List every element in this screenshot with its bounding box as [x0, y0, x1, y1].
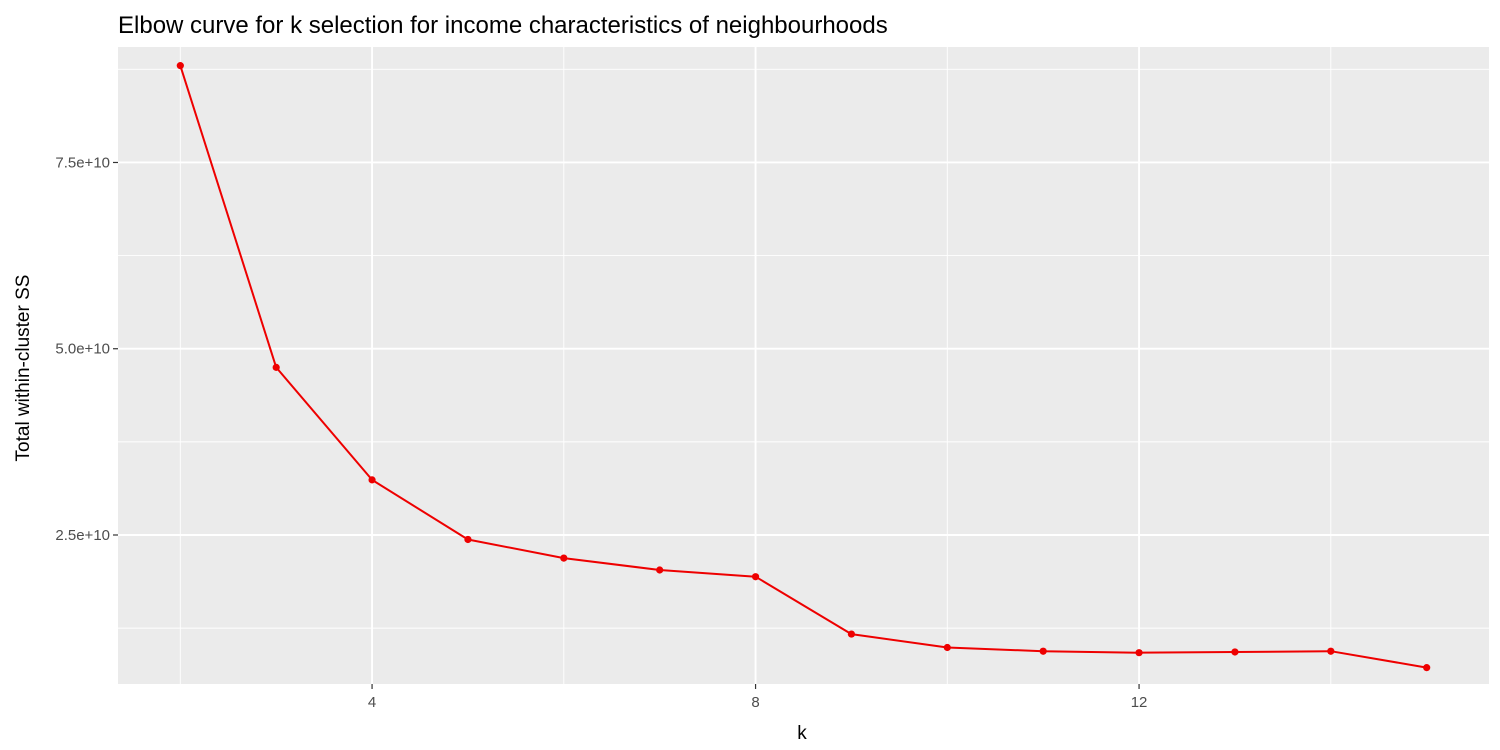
- data-point: [751, 573, 760, 581]
- y-axis-title: Total within-cluster SS: [13, 275, 34, 462]
- data-point: [1039, 647, 1047, 655]
- chart-title: Elbow curve for k selection for income c…: [118, 12, 888, 39]
- series-layer: [176, 62, 1431, 672]
- data-point: [1423, 664, 1431, 672]
- data-point: [560, 554, 568, 562]
- data-point: [1327, 647, 1335, 655]
- y-tick-label: 5.0e+10: [55, 341, 110, 358]
- data-point: [656, 566, 664, 574]
- data-point: [943, 643, 951, 652]
- x-axis-title: k: [797, 723, 807, 744]
- data-point: [368, 476, 376, 484]
- data-point: [272, 363, 280, 371]
- x-axis: 4 8 12: [368, 684, 1148, 711]
- data-point: [1231, 648, 1239, 656]
- plot-panel: [118, 47, 1489, 684]
- minor-gridlines: [118, 47, 1489, 684]
- x-tick-label: 4: [368, 694, 376, 711]
- data-point: [1135, 649, 1143, 657]
- x-tick-label: 8: [751, 694, 759, 711]
- data-point: [464, 535, 472, 544]
- y-tick-label: 7.5e+10: [55, 154, 110, 171]
- series-line: [179, 65, 1427, 669]
- y-axis: 2.5e+10 5.0e+10 7.5e+10: [55, 154, 118, 544]
- data-point: [847, 630, 856, 638]
- data-point: [176, 62, 184, 70]
- x-tick-label: 12: [1131, 694, 1148, 711]
- y-tick-label: 2.5e+10: [55, 527, 110, 544]
